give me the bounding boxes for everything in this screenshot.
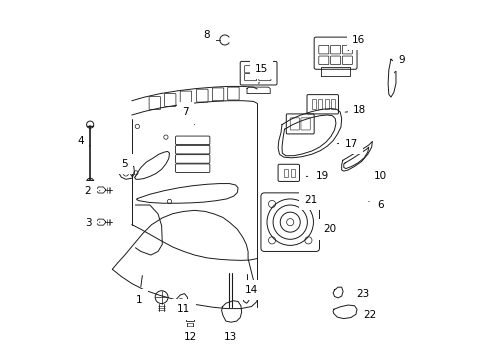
Text: 15: 15 (255, 64, 268, 84)
Text: 2: 2 (84, 186, 100, 196)
Text: 7: 7 (182, 107, 194, 125)
Text: 1: 1 (136, 276, 142, 305)
Text: 6: 6 (368, 200, 383, 210)
Text: 20: 20 (322, 224, 335, 234)
Text: 17: 17 (337, 139, 357, 149)
Circle shape (86, 121, 94, 128)
Text: 11: 11 (177, 304, 190, 314)
Text: 10: 10 (373, 171, 386, 181)
Text: 23: 23 (354, 289, 368, 298)
Bar (290, 168, 295, 177)
Bar (324, 99, 328, 109)
Text: 12: 12 (183, 332, 197, 342)
Text: 13: 13 (223, 331, 236, 342)
Bar (317, 99, 322, 109)
Text: 16: 16 (347, 35, 365, 51)
Circle shape (86, 178, 94, 185)
Bar (311, 99, 315, 109)
Bar (185, 315, 194, 321)
Text: 18: 18 (345, 105, 366, 115)
Text: 4: 4 (78, 136, 90, 146)
Bar (330, 99, 335, 109)
Bar (283, 168, 287, 177)
Text: 14: 14 (244, 285, 258, 295)
Text: 9: 9 (394, 55, 404, 73)
Text: 22: 22 (361, 310, 376, 320)
Text: 5: 5 (122, 159, 132, 176)
Text: 8: 8 (203, 30, 216, 41)
Text: 19: 19 (305, 171, 328, 181)
Text: 21: 21 (303, 195, 317, 204)
Text: 3: 3 (84, 218, 100, 228)
